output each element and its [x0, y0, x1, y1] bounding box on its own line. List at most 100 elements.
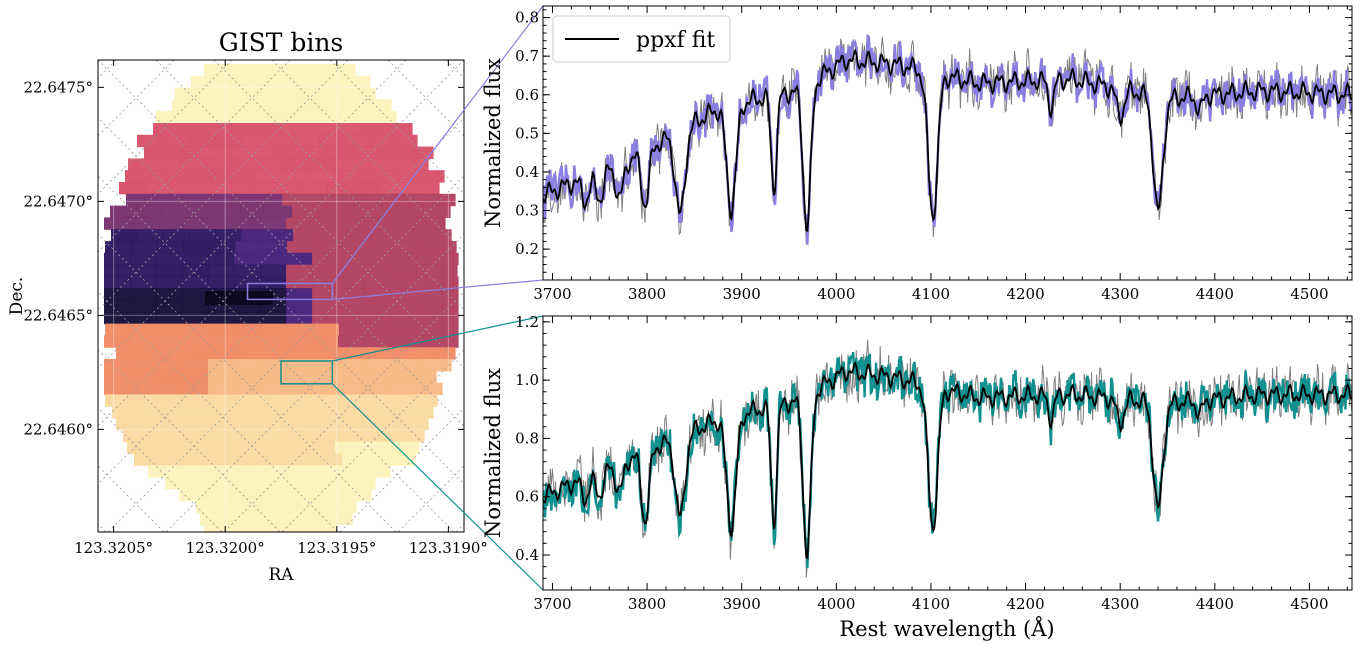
map-bin-145 [286, 217, 313, 230]
map-bin-308 [156, 359, 183, 372]
map-bin-433 [269, 477, 296, 490]
map-bin-305 [454, 347, 456, 360]
map-bin-131 [292, 205, 319, 218]
map-bin-126 [162, 205, 189, 218]
map-diag-grid-b-2 [339, 407, 464, 532]
map-bin-362 [190, 406, 217, 419]
connector-top-upper [331, 5, 544, 284]
map-ytick-label-1: 22.6470° [23, 192, 93, 210]
map-bin-56 [293, 134, 320, 148]
map-bin-290 [416, 335, 443, 348]
map-bin-262 [416, 311, 443, 325]
map-bin-169 [183, 241, 210, 254]
map-bin-368 [346, 406, 373, 419]
map-bin-347 [131, 394, 158, 407]
map-bin-146 [312, 217, 339, 230]
map-bin-135 [396, 205, 423, 218]
map-bin-460 [230, 524, 257, 532]
map-bin-10 [295, 75, 322, 89]
map-bin-27 [328, 99, 355, 112]
map-bin-49 [387, 123, 413, 136]
map-bin-321 [130, 370, 157, 384]
map-bin-0 [204, 64, 231, 77]
map-bin-86 [151, 170, 178, 183]
map-bin-425 [304, 465, 331, 478]
map-bin-383 [402, 418, 429, 431]
map-bin-410 [186, 453, 213, 466]
map-bin-407 [413, 441, 420, 454]
map-bin-21 [172, 99, 199, 112]
map-bin-24 [250, 99, 277, 112]
map-bin-180 [104, 252, 131, 266]
map-bin-15 [227, 87, 254, 100]
map-bin-109 [405, 182, 432, 195]
map-bin-177 [391, 241, 418, 254]
map-bin-32 [208, 111, 235, 124]
map-bin-96 [411, 170, 438, 183]
map-bin-229 [286, 288, 313, 301]
map-bin-48 [361, 123, 388, 136]
map-diag-grid-a-4 [98, 291, 339, 532]
map-bin-322 [156, 370, 183, 384]
map-bin-293 [142, 347, 169, 360]
map-bin-75 [180, 158, 207, 171]
bin-map-panel: GIST bins 123.3205° 123.3200° 123.3195° 123… [7, 28, 488, 585]
map-bin-341 [312, 382, 339, 395]
map-bin-424 [278, 465, 305, 478]
map-bin-337 [208, 382, 235, 395]
map-diag-grid-a-7 [98, 117, 464, 485]
map-bin-41 [179, 123, 206, 136]
top-ytick-label-1: 0.3 [515, 202, 539, 220]
top-ytick-label-5: 0.7 [515, 47, 539, 65]
map-bin-187 [286, 252, 313, 266]
map-bin-319 [442, 359, 452, 372]
connector-bottom-lower [331, 383, 544, 591]
map-bin-115 [230, 193, 257, 207]
map-bin-174 [313, 241, 340, 254]
map-bin-449 [274, 500, 301, 513]
map-bin-273 [339, 323, 366, 336]
map-bin-114 [204, 193, 231, 207]
map-bin-5 [334, 64, 356, 77]
map-bin-76 [206, 158, 233, 171]
map-bin-53 [215, 134, 242, 148]
map-bin-133 [344, 205, 371, 218]
bottom-ticks: 3700 3800 3900 4000 4100 4200 4300 4400 4500 0.4 0… [515, 313, 1352, 613]
map-bin-185 [234, 252, 261, 266]
map-bin-435 [321, 477, 348, 490]
map-bin-401 [257, 441, 284, 454]
map-bin-349 [183, 394, 210, 407]
map-bin-73 [128, 158, 155, 171]
map-title: GIST bins [219, 28, 344, 57]
map-bin-52 [189, 134, 216, 148]
map-bin-120 [360, 193, 387, 207]
map-bin-388 [227, 429, 254, 443]
map-bin-34 [260, 111, 287, 124]
map-bin-137 [448, 205, 451, 218]
map-bin-211 [182, 276, 209, 289]
map-bin-176 [365, 241, 392, 254]
map-bin-459 [204, 524, 231, 532]
map-xtick-label-1: 123.3200° [186, 539, 265, 557]
map-bin-379 [298, 418, 325, 431]
map-bin-309 [182, 359, 209, 372]
map-bin-141 [182, 217, 209, 230]
map-bin-221 [442, 276, 459, 289]
map-bin-375 [194, 418, 221, 431]
top-xtick-label-8: 4500 [1290, 285, 1328, 303]
map-bin-387 [201, 429, 228, 443]
map-ticks: 123.3205° 123.3200° 123.3195° 123.3190° 22.6… [23, 60, 488, 557]
top-ylabel: Normalized flux [481, 58, 505, 228]
map-bin-260 [364, 311, 391, 325]
map-bin-415 [316, 453, 343, 466]
map-bin-384 [123, 429, 150, 443]
map-bin-205 [390, 264, 417, 277]
map-bin-307 [130, 359, 157, 372]
map-bin-23 [224, 99, 251, 112]
connector-bottom-upper [332, 315, 544, 362]
map-bin-224 [156, 288, 183, 301]
map-diag-grid-b-6 [107, 175, 464, 532]
map-bin-361 [164, 406, 191, 419]
map-bin-283 [234, 335, 261, 348]
map-bin-8 [243, 75, 270, 89]
